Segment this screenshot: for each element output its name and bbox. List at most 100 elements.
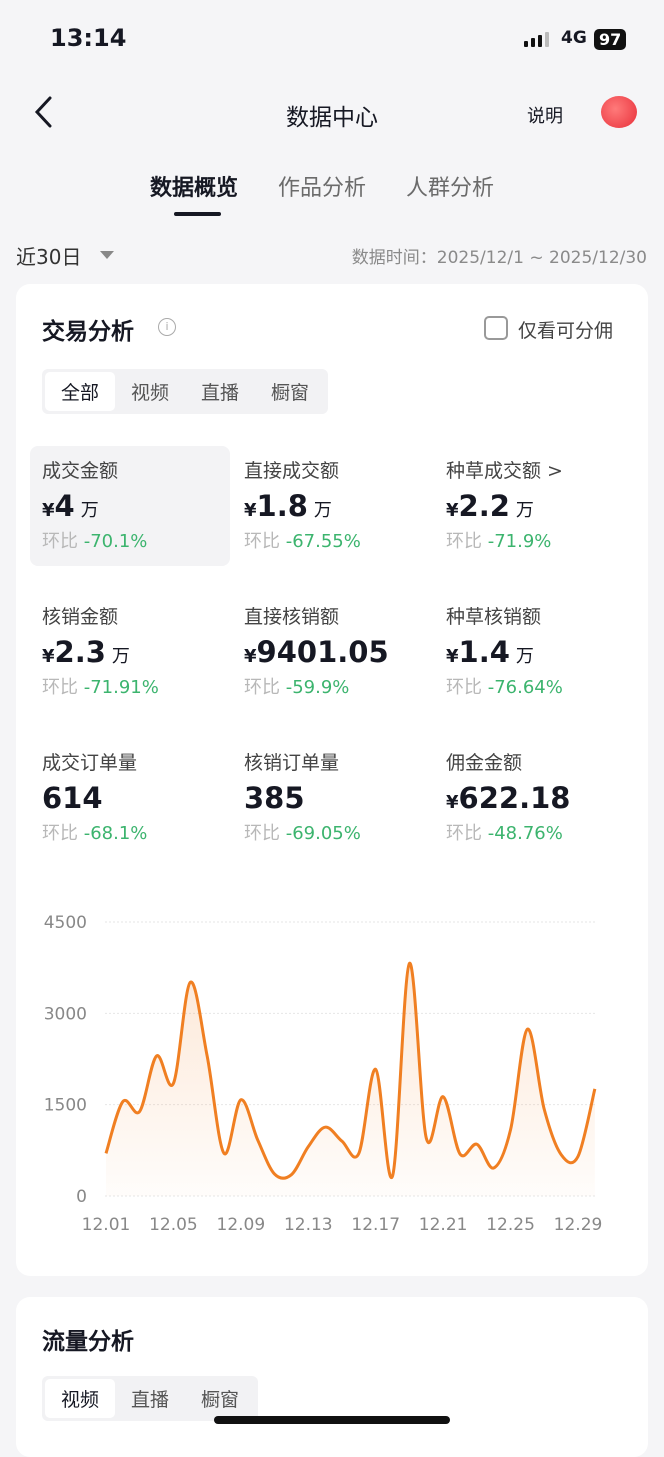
segment-window[interactable]: 橱窗 <box>201 1389 240 1411</box>
battery-icon: 97 <box>594 29 627 50</box>
y-tick-label: 4500 <box>44 913 87 933</box>
metric-value: ¥622.18 <box>446 781 576 815</box>
y-tick-label: 3000 <box>44 1004 87 1024</box>
data-point-12.22[interactable] <box>458 1152 462 1156</box>
x-tick-label: 12.01 <box>82 1215 131 1235</box>
metric-label: 直接成交额 <box>244 460 340 482</box>
data-point-12.27[interactable] <box>542 1108 546 1112</box>
data-point-12.10[interactable] <box>256 1138 260 1142</box>
segment-all[interactable]: 全部 <box>45 372 116 411</box>
signal-icon <box>524 32 549 47</box>
metric-item[interactable]: 成交金额 ¥4 万 环比 -70.1% <box>42 456 147 553</box>
traffic-title: 流量分析 <box>42 1329 134 1355</box>
metric-value: ¥9401.05 <box>244 635 395 669</box>
segment-video[interactable]: 视频 <box>131 382 170 404</box>
data-point-12.24[interactable] <box>492 1166 496 1170</box>
data-point-12.20[interactable] <box>424 1136 428 1140</box>
tab-overview[interactable]: 数据概览 <box>150 176 239 201</box>
tab-audience[interactable]: 人群分析 <box>406 176 495 201</box>
change-value: -68.1% <box>83 823 148 844</box>
change-label: 环比 <box>244 823 280 844</box>
data-point-12.23[interactable] <box>475 1142 479 1146</box>
data-time: 数据时间：2025/12/1 ~ 2025/12/30 <box>351 248 647 268</box>
metric-item[interactable]: 种草核销额 ¥1.4 万 环比 -76.64% <box>446 602 563 699</box>
assistant-mascot-icon[interactable] <box>601 96 637 128</box>
metric-number: 2.3 <box>54 635 106 669</box>
caret-down-icon[interactable] <box>100 251 114 259</box>
metric-unit: 万 <box>80 500 99 521</box>
data-point-12.03[interactable] <box>138 1109 142 1113</box>
metric-item[interactable]: 种草成交额 > ¥2.2 万 环比 -71.9% <box>446 456 563 553</box>
segment-window[interactable]: 橱窗 <box>271 382 310 404</box>
change-value: -76.64% <box>487 677 563 698</box>
data-point-12.26[interactable] <box>525 1027 529 1031</box>
date-range-select[interactable]: 近30日 <box>16 245 82 269</box>
metric-number: 1.4 <box>458 635 510 669</box>
home-indicator <box>214 1416 450 1424</box>
info-icon[interactable]: i <box>158 318 176 336</box>
metric-change: 环比 -59.9% <box>244 673 395 699</box>
metric-item[interactable]: 成交订单量 614 环比 -68.1% <box>42 748 147 845</box>
data-point-12.17[interactable] <box>374 1067 378 1071</box>
status-time: 13:14 <box>50 24 127 52</box>
change-value: -67.55% <box>285 531 361 552</box>
metric-number: 9401.05 <box>256 635 389 669</box>
change-value: -48.76% <box>487 823 563 844</box>
metric-change: 环比 -67.55% <box>244 527 361 553</box>
data-point-12.01[interactable] <box>104 1151 108 1155</box>
metric-change: 环比 -76.64% <box>446 673 563 699</box>
metric-item[interactable]: 佣金金额 ¥622.18 环比 -48.76% <box>446 748 576 845</box>
change-value: -59.9% <box>285 677 350 698</box>
change-label: 环比 <box>42 823 78 844</box>
data-point-12.30[interactable] <box>593 1087 597 1091</box>
metric-number: 385 <box>244 781 305 815</box>
change-value: -71.91% <box>83 677 159 698</box>
metric-change: 环比 -69.05% <box>244 819 361 845</box>
segment-live[interactable]: 直播 <box>201 382 240 404</box>
data-point-12.06[interactable] <box>188 980 192 984</box>
x-tick-label: 12.13 <box>284 1215 333 1235</box>
segment-video[interactable]: 视频 <box>45 1379 116 1418</box>
series-line <box>104 961 597 1180</box>
change-label: 环比 <box>42 677 78 698</box>
back-icon[interactable] <box>30 94 60 130</box>
data-point-12.16[interactable] <box>357 1151 361 1155</box>
data-point-12.19[interactable] <box>407 961 411 965</box>
data-point-12.04[interactable] <box>155 1054 159 1058</box>
data-point-12.08[interactable] <box>222 1151 226 1155</box>
data-point-12.28[interactable] <box>559 1153 563 1157</box>
segment-live[interactable]: 直播 <box>131 1389 170 1411</box>
x-tick-label: 12.21 <box>419 1215 468 1235</box>
commission-checkbox-label[interactable]: 仅看可分佣 <box>518 320 614 342</box>
change-label: 环比 <box>446 531 482 552</box>
metric-item[interactable]: 直接核销额 ¥9401.05 环比 -59.9% <box>244 602 395 699</box>
help-button[interactable]: 说明 <box>527 106 563 127</box>
data-point-12.15[interactable] <box>340 1139 344 1143</box>
change-label: 环比 <box>42 531 78 552</box>
metric-value: ¥2.2 万 <box>446 489 563 523</box>
data-point-12.29[interactable] <box>576 1154 580 1158</box>
data-point-12.11[interactable] <box>273 1172 277 1176</box>
data-point-12.09[interactable] <box>239 1098 243 1102</box>
data-point-12.14[interactable] <box>323 1125 327 1129</box>
data-point-12.21[interactable] <box>441 1095 445 1099</box>
metric-change: 环比 -68.1% <box>42 819 147 845</box>
data-point-12.05[interactable] <box>171 1081 175 1085</box>
data-point-12.25[interactable] <box>509 1128 513 1132</box>
metric-item[interactable]: 核销金额 ¥2.3 万 环比 -71.91% <box>42 602 159 699</box>
currency-symbol: ¥ <box>446 500 459 521</box>
data-point-12.18[interactable] <box>391 1174 395 1178</box>
data-point-12.13[interactable] <box>306 1145 310 1149</box>
change-value: -70.1% <box>83 531 148 552</box>
tab-works[interactable]: 作品分析 <box>278 176 367 201</box>
metric-item[interactable]: 直接成交额 ¥1.8 万 环比 -67.55% <box>244 456 361 553</box>
commission-checkbox[interactable] <box>484 316 508 340</box>
data-point-12.02[interactable] <box>121 1100 125 1104</box>
data-point-12.12[interactable] <box>289 1173 293 1177</box>
metric-label: 种草核销额 <box>446 606 542 628</box>
metric-item[interactable]: 核销订单量 385 环比 -69.05% <box>244 748 361 845</box>
metric-unit: 万 <box>515 500 534 521</box>
metric-value: 385 <box>244 781 361 815</box>
data-point-12.07[interactable] <box>205 1054 209 1058</box>
change-value: -71.9% <box>487 531 552 552</box>
